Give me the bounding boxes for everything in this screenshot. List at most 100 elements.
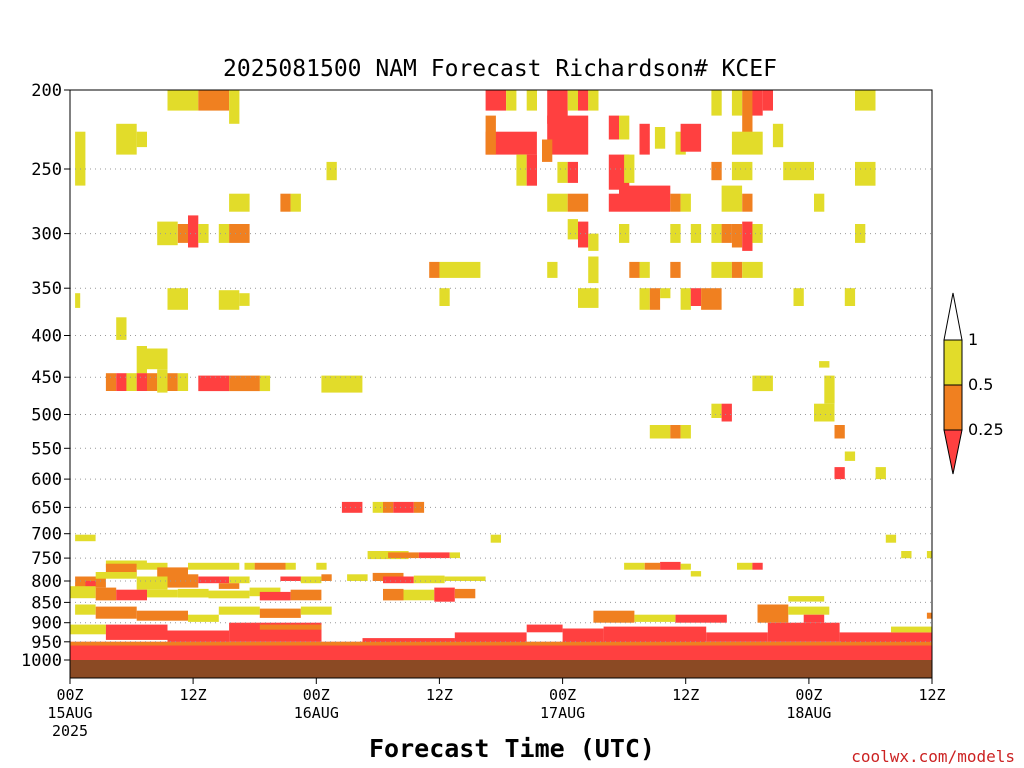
ri-cell bbox=[788, 606, 830, 615]
ri-cell bbox=[634, 614, 676, 622]
ri-cell bbox=[229, 193, 250, 212]
ri-cell bbox=[285, 562, 296, 570]
ri-cell bbox=[177, 224, 189, 243]
ri-cell bbox=[844, 451, 856, 461]
ri-cell bbox=[157, 221, 178, 246]
ri-cell bbox=[388, 552, 419, 559]
ri-cell bbox=[834, 425, 845, 439]
ri-cell bbox=[229, 375, 260, 392]
y-tick-label: 950 bbox=[31, 633, 62, 653]
ri-cell bbox=[578, 221, 589, 248]
ri-cell bbox=[157, 567, 188, 577]
ri-cell bbox=[105, 624, 168, 640]
ri-cell bbox=[711, 403, 722, 418]
ri-cell bbox=[844, 288, 856, 306]
ri-cell bbox=[588, 90, 599, 111]
y-tick-label: 850 bbox=[31, 593, 62, 613]
ri-cell bbox=[711, 261, 732, 278]
ri-cell bbox=[136, 610, 188, 621]
ri-cell bbox=[229, 90, 240, 124]
y-tick-label: 1000 bbox=[21, 651, 62, 671]
ri-cell bbox=[259, 624, 322, 630]
y-tick-label: 700 bbox=[31, 525, 62, 545]
ri-cell bbox=[803, 614, 825, 623]
ri-cell bbox=[619, 224, 630, 243]
colorbar-bottom-arrow bbox=[943, 429, 963, 475]
ri-cell bbox=[547, 115, 589, 155]
ri-cell bbox=[721, 224, 732, 243]
y-tick-label: 250 bbox=[31, 160, 62, 180]
ri-cell bbox=[85, 581, 96, 588]
ri-cell bbox=[706, 632, 768, 642]
ri-cell bbox=[341, 501, 363, 513]
ri-cell bbox=[490, 534, 501, 543]
ri-cell bbox=[198, 90, 230, 111]
ri-cell bbox=[259, 591, 291, 601]
ri-cell bbox=[690, 288, 702, 306]
ri-cell bbox=[70, 624, 106, 635]
ri-cell bbox=[593, 610, 635, 623]
ri-cell bbox=[70, 641, 932, 646]
y-axis: 200 250 300 350 400 450 500 550 600 650 700 750 8008… bbox=[21, 81, 70, 671]
ri-cell bbox=[670, 193, 681, 212]
ri-cell bbox=[167, 373, 178, 391]
ri-cell bbox=[434, 587, 455, 602]
ri-cell bbox=[675, 614, 727, 623]
ri-cell bbox=[578, 288, 599, 308]
ri-cell bbox=[413, 501, 425, 513]
x-tick-label: 15AUG bbox=[47, 704, 92, 722]
ri-cell bbox=[752, 375, 773, 392]
ri-cell bbox=[198, 576, 230, 584]
ri-cell bbox=[588, 233, 599, 251]
ri-cell bbox=[136, 131, 147, 148]
ri-cell bbox=[218, 224, 230, 243]
ri-cell bbox=[516, 154, 527, 186]
ri-cell bbox=[542, 139, 553, 162]
ri-cell bbox=[290, 193, 301, 212]
ri-cell bbox=[603, 626, 707, 646]
ri-cell bbox=[619, 115, 630, 140]
x-tick-label: 12Z bbox=[918, 686, 945, 704]
ri-cell bbox=[885, 534, 897, 543]
ri-cell bbox=[136, 346, 147, 374]
ri-cell bbox=[70, 586, 96, 599]
x-tick-label: 2025 bbox=[52, 722, 88, 740]
ri-cell bbox=[680, 193, 691, 212]
ri-cell bbox=[136, 373, 147, 391]
colorbar-tick-label: 0.5 bbox=[968, 375, 993, 394]
ri-cell bbox=[557, 161, 568, 183]
ri-cell bbox=[116, 589, 147, 601]
ri-cell bbox=[891, 626, 932, 633]
ri-cell bbox=[321, 375, 363, 393]
ri-cell bbox=[326, 161, 337, 181]
ri-cell bbox=[116, 123, 137, 155]
ri-cell bbox=[742, 261, 763, 278]
ri-cell bbox=[75, 604, 96, 615]
ri-cell bbox=[742, 90, 753, 140]
ri-cell bbox=[75, 293, 81, 308]
ri-cell bbox=[136, 576, 168, 590]
ri-cell bbox=[70, 641, 932, 660]
ri-cell bbox=[783, 161, 814, 181]
ri-cell bbox=[177, 373, 189, 391]
ri-cell bbox=[578, 90, 589, 111]
ri-cell bbox=[752, 224, 763, 243]
y-tick-label: 500 bbox=[31, 406, 62, 426]
ri-cell bbox=[731, 261, 743, 278]
y-tick-label: 750 bbox=[31, 549, 62, 569]
ri-cell bbox=[855, 90, 876, 111]
ri-cell bbox=[218, 583, 240, 589]
y-tick-label: 800 bbox=[31, 572, 62, 592]
x-tick-label: 16AUG bbox=[294, 704, 339, 722]
ri-cell bbox=[819, 361, 830, 368]
ri-cell bbox=[639, 261, 650, 278]
ri-cell bbox=[670, 261, 681, 278]
ri-cell bbox=[680, 288, 691, 310]
ri-cell bbox=[567, 90, 578, 111]
cells-layer bbox=[70, 90, 932, 678]
ri-cell bbox=[742, 221, 753, 251]
y-tick-label: 200 bbox=[31, 81, 62, 101]
ri-cell bbox=[793, 288, 804, 306]
ri-cell bbox=[105, 373, 117, 391]
